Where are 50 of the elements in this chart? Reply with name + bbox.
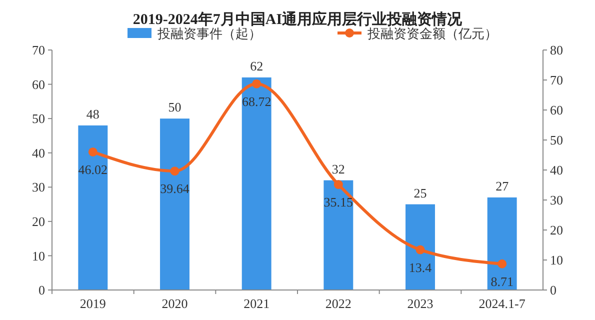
point: [416, 245, 425, 254]
y-tick-label: 60: [32, 76, 45, 92]
legend-label: 投融资资金额（亿元）: [366, 27, 498, 42]
data-label: 46.02: [78, 162, 108, 177]
x-tick-label: 2021: [244, 296, 270, 311]
bar: [160, 118, 190, 290]
data-label: 68.72: [242, 94, 272, 109]
data-label: 62: [250, 58, 264, 74]
x-tick-label: 2019: [80, 296, 106, 311]
y-tick-label: 20: [32, 214, 45, 229]
data-label: 35.15: [324, 194, 354, 210]
data-label: 48: [86, 106, 100, 122]
point: [170, 166, 180, 176]
data-label: 25: [414, 185, 427, 200]
bar: [324, 180, 354, 290]
x-tick-label: 2023: [407, 296, 434, 311]
x-tick-label: 2020: [162, 296, 188, 311]
data-label: 8.71: [490, 274, 514, 289]
data-label: 39.64: [160, 181, 190, 196]
bar: [78, 125, 108, 290]
y2-tick-label: 50: [550, 132, 563, 148]
bar: [406, 204, 435, 290]
point: [498, 259, 507, 268]
y2-tick-label: 20: [550, 222, 563, 238]
y-tick-label: 40: [32, 145, 45, 160]
y-tick-label: 70: [32, 42, 45, 58]
x-tick-label: 2022: [325, 296, 352, 311]
bar: [242, 77, 272, 290]
y-tick-label: 50: [32, 111, 45, 126]
point: [252, 79, 262, 88]
y2-tick-label: 60: [550, 102, 563, 118]
chart-title: 2019-2024年7月中国AI通用应用层行业投融资情况: [132, 10, 464, 28]
legend-label: 投融资事件（起）: [156, 27, 262, 42]
y2-tick-label: 80: [550, 42, 563, 58]
y2-tick-label: 40: [550, 162, 563, 178]
y-tick-label: 30: [32, 180, 45, 195]
y-tick-label: 0: [38, 282, 45, 298]
y2-tick-label: 10: [550, 252, 563, 268]
data-label: 27: [496, 178, 510, 194]
y-tick-label: 10: [32, 248, 45, 264]
data-label: 50: [168, 100, 182, 115]
data-label: 32: [332, 161, 345, 176]
y2-tick-label: 70: [550, 72, 563, 88]
bar: [487, 197, 517, 290]
y2-tick-label: 30: [550, 192, 563, 208]
y2-tick-label: 0: [550, 282, 556, 298]
point: [334, 180, 343, 190]
x-tick-label: 2024.1-7: [478, 296, 526, 311]
data-label: 13.4: [408, 260, 432, 275]
point: [88, 147, 98, 156]
